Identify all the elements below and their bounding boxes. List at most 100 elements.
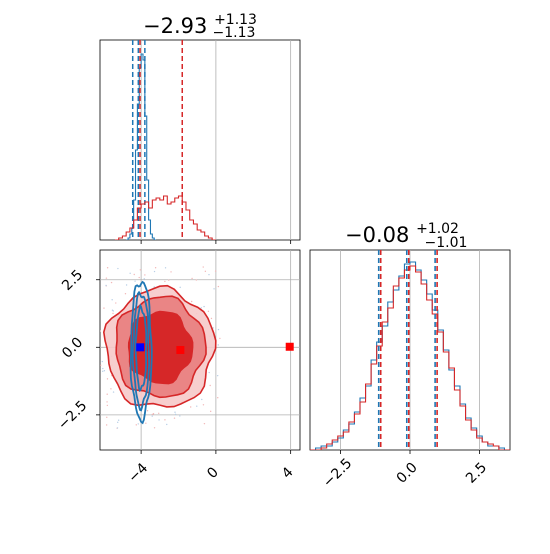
panel-bottom-right-hist-series-0 [310,261,510,450]
panel-bottom-left-sample-point [168,279,170,281]
panel-bottom-left-sample-point [112,310,114,312]
panel-bottom-left-sample-point [117,267,119,270]
panel-bottom-left-blue-contour-inner [134,303,148,392]
panel-bottom-left-contours [96,266,294,429]
panel-bottom-left-sample-point [100,330,101,332]
panel-bottom-left-sample-point [174,413,177,416]
panel-bottom-left-sample-point [200,307,202,309]
panel-bottom-left-sample-point [103,370,106,372]
panel-bottom-left-sample-point [212,327,214,329]
panel-bottom-left-sample-point [151,415,153,417]
panel-bottom-left-sample-point [117,421,119,424]
panel-bottom-right-title-sup: +1.02 [416,221,459,237]
panel-bottom-left-sample-point [217,285,220,288]
panel-bottom-left-sample-point [217,344,219,346]
panel-bottom-left-sample-point [166,423,168,426]
panel-bottom-left-sample-point [216,374,219,377]
panel-bottom-left-sample-point [146,409,149,412]
panel-bottom-left-sample-point [133,273,135,276]
panel-bottom-left-sample-point [103,307,105,309]
panel-bottom-left-sample-point [124,292,127,295]
panel-bottom-left-sample-point [102,370,104,373]
panel-bottom-left-sample-point [152,413,155,415]
panel-bottom-left-sample-point [97,388,98,389]
panel-bottom-left-sample-point [214,270,217,272]
panel-bottom-left-blue-contour-middle [131,290,151,412]
panel-bottom-left-sample-point [112,312,114,315]
panel-bottom-left-sample-point [210,317,213,320]
panel-bottom-left-sample-point [209,384,211,387]
panel-top-left: −2.93 +1.13 −1.13 [99,12,301,244]
panel-bottom-left-sample-point [217,328,220,331]
panel-bottom-left-sample-point [202,404,205,406]
panel-bottom-right-x-tick-label: −2.5 [320,455,355,490]
panel-top-left-grid [140,40,292,240]
panel-top-left-x-ticks [140,240,292,244]
panel-bottom-left-sample-point [190,406,192,408]
panel-top-left-title-sup: +1.13 [214,12,257,28]
panel-bottom-left-sample-point [106,267,109,269]
panel-bottom-right-grid [340,250,480,450]
panel-bottom-left-sample-point [164,267,167,269]
panel-bottom-left-sample-point [153,270,156,273]
panel-bottom-left-sample-point [196,405,198,407]
panel-bottom-left-y-tick-label: 0.0 [59,334,86,361]
panel-bottom-left-sample-point [164,419,166,421]
panel-bottom-right-x-tick-label: 0.0 [394,460,421,487]
panel-bottom-right-title: −0.08 +1.02 [345,221,459,247]
panel-top-left-frame [99,39,301,241]
panel-bottom-left-sample-point [207,310,210,313]
panel-bottom-left-sample-point [106,378,109,380]
panel-bottom-left-sample-point [204,270,207,273]
panel-bottom-left-sample-point [153,427,156,429]
panel-bottom-left-sample-point [213,288,215,290]
panel-bottom-left-sample-point [151,413,154,416]
panel-bottom-left-sample-point [144,274,146,276]
panel-bottom-left-sample-point [98,377,99,378]
panel-bottom-left-sample-point [158,412,160,414]
panel-bottom-left-sample-point [201,398,203,401]
panel-bottom-left-sample-point [203,422,206,425]
panel-bottom-left-sample-point [138,276,140,279]
panel-bottom-left-sample-point [100,403,101,404]
panel-bottom-left-sample-point [106,393,108,395]
panel-bottom-left-sample-point [153,286,155,288]
panel-bottom-left-sample-point [112,391,115,393]
panel-bottom-right-title-sub: −1.01 [425,235,468,251]
panel-bottom-left-sample-point [125,284,128,286]
panel-top-left-hist-series-1 [114,195,216,240]
panel-bottom-right-histograms [310,250,510,450]
panel-bottom-left-sample-point [117,419,120,421]
panel-bottom-left-sample-point [96,349,97,350]
panel-bottom-left-sample-point [179,415,181,417]
panel-bottom-left-sample-point [110,281,113,284]
panel-bottom-left-x-tick-label: 4 [279,464,297,482]
panel-bottom-right-hist-series-1 [310,265,510,450]
panel-bottom-left-sample-point [137,423,139,425]
panel-bottom-left-red-contour-inner [127,310,194,385]
panel-bottom-left-sample-point [105,277,108,279]
panel-bottom-right: −2.5 0.0 2.5 −0.08 +1.02 −1.01 [309,221,511,491]
panel-bottom-left-sample-point [106,416,108,418]
panel-bottom-left-red-marker [176,346,185,354]
panel-bottom-left-sample-point [111,299,113,301]
panel-bottom-left-sample-point [145,422,147,424]
panel-bottom-left-sample-point [143,278,145,280]
panel-bottom-left-sample-point [135,424,137,426]
panel-bottom-left-sample-point [97,305,98,306]
panel-bottom-left-sample-point [208,273,210,276]
panel-bottom-left-x-tick-label: −4 [125,460,151,486]
panel-bottom-left-blue-marker [136,343,145,352]
panel-bottom-left-sample-point [105,424,108,426]
panel-bottom-left-red-marker [285,342,294,351]
panel-bottom-left-sample-point [217,397,219,399]
panel-bottom-left-sample-point [203,305,205,308]
panel-bottom-left-sample-point [164,280,166,283]
panel-bottom-left-sample-point [100,364,102,366]
panel-bottom-left-sample-point [219,337,221,340]
panel-bottom-right-x-ticks: −2.5 0.0 2.5 [320,450,490,491]
panel-bottom-left-sample-point [139,269,142,271]
panel-bottom-left-blue-contour-outer [129,280,153,425]
panel-bottom-left-sample-point [154,267,157,269]
